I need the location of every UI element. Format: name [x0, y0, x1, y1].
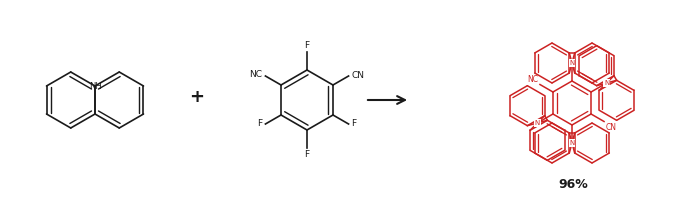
Text: NC: NC: [249, 71, 262, 79]
Text: F: F: [258, 119, 262, 128]
Text: F: F: [352, 119, 357, 129]
Text: N: N: [534, 120, 540, 126]
Text: NC: NC: [527, 74, 538, 84]
Text: F: F: [304, 41, 310, 50]
Text: N: N: [604, 80, 609, 86]
Text: CN: CN: [352, 71, 365, 79]
Text: N: N: [570, 60, 574, 66]
Text: N: N: [570, 140, 574, 146]
Text: F: F: [304, 150, 310, 159]
Text: 96%: 96%: [558, 178, 588, 192]
Text: NH: NH: [89, 82, 102, 91]
Text: +: +: [190, 88, 205, 106]
Text: CN: CN: [606, 122, 617, 132]
